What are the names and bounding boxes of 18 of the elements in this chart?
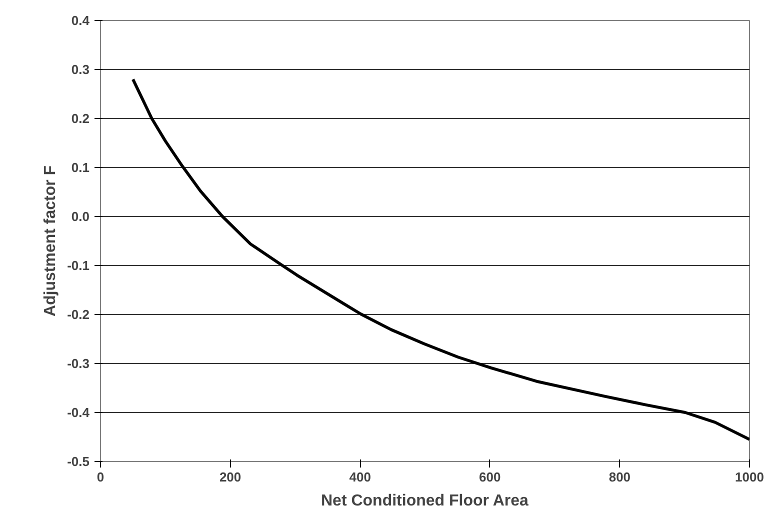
x-tick-label: 0 xyxy=(96,470,104,484)
x-tick-label: 600 xyxy=(479,470,501,484)
x-tick-label: 400 xyxy=(349,470,371,484)
y-tick-label: 0.0 xyxy=(71,209,90,224)
x-tick-label: 800 xyxy=(608,470,631,484)
y-tick-label: 0.2 xyxy=(71,111,90,126)
y-axis-title: Adjustment factor F xyxy=(42,165,60,317)
y-tick-label: -0.5 xyxy=(67,454,90,469)
y-tick-label: 0.3 xyxy=(71,62,90,77)
x-tick-label: 200 xyxy=(219,470,242,484)
x-tick-label: 1000 xyxy=(735,470,764,484)
x-axis-title: Net Conditioned Floor Area xyxy=(321,492,529,510)
y-tick-label: -0.3 xyxy=(67,356,90,371)
y-tick-label: -0.4 xyxy=(67,405,90,420)
y-tick-label: -0.2 xyxy=(67,307,90,322)
y-tick-label: 0.1 xyxy=(71,160,90,175)
y-tick-label: 0.4 xyxy=(71,13,90,28)
y-tick-label: -0.1 xyxy=(67,258,90,273)
